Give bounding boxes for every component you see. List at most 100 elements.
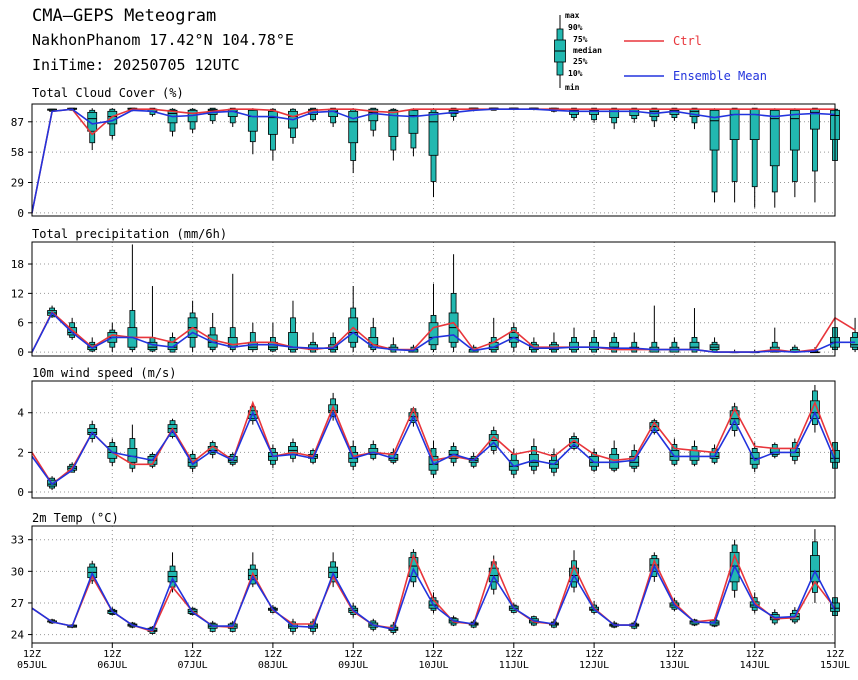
y-tick-label: 0 <box>17 207 24 220</box>
box-inner <box>348 317 359 343</box>
box-plot <box>227 273 238 353</box>
box-plot <box>147 286 158 353</box>
box-inner <box>167 341 178 351</box>
box-plot <box>107 108 118 140</box>
box-plot <box>709 444 720 465</box>
x-tick-date: 07JUL <box>178 660 208 671</box>
x-tick-hour: 12Z <box>665 649 683 660</box>
box-inner <box>769 109 780 167</box>
box-plot <box>729 107 740 203</box>
box-plot <box>528 438 539 475</box>
box-inner <box>569 341 579 351</box>
box-plot <box>288 300 298 353</box>
station-location: NakhonPhanom 17.42°N 104.78°E <box>32 31 294 49</box>
y-tick-label: 30 <box>11 565 24 578</box>
x-tick-hour: 12Z <box>184 649 202 660</box>
box-plot <box>288 438 298 463</box>
y-tick-label: 0 <box>17 486 24 499</box>
box-plot <box>629 107 640 123</box>
ensemble-mean-line <box>31 564 836 632</box>
legend-box-label: max <box>565 11 580 20</box>
box-inner <box>589 341 599 351</box>
x-tick-hour: 12Z <box>23 649 41 660</box>
box-plot <box>769 327 780 353</box>
box-plot <box>709 108 720 203</box>
panel-temperature: 2m Temp (°C) 24 27 30 33 <box>11 511 840 644</box>
box-plot <box>408 108 419 157</box>
legend-box-label: 75% <box>573 35 588 44</box>
y-tick-label: 6 <box>17 317 24 330</box>
x-tick-date: 10JUL <box>418 660 448 671</box>
box-plot <box>569 107 579 121</box>
x-tick-date: 09JUL <box>338 660 368 671</box>
box-plot <box>569 327 579 353</box>
box-inner <box>288 332 298 351</box>
panel-title-wind-speed: 10m wind speed (m/s) <box>32 366 177 380</box>
box-inner <box>267 110 278 135</box>
x-tick-date: 15JUL <box>820 660 850 671</box>
box-plot <box>769 108 780 208</box>
legend-box-label: 25% <box>573 57 588 66</box>
box-plot <box>689 107 700 130</box>
box-plot <box>187 300 198 353</box>
y-tick-label: 2 <box>17 446 24 459</box>
box-inner <box>247 109 258 132</box>
box-plot <box>187 108 198 134</box>
box-plot <box>810 529 820 603</box>
legend-box-label: min <box>565 82 580 92</box>
box-plot <box>127 424 138 473</box>
panel-title-precipitation: Total precipitation (mm/6h) <box>32 227 227 241</box>
box-plot <box>549 332 559 353</box>
box-inner <box>729 410 740 426</box>
box-plot <box>609 440 620 473</box>
box-plot <box>348 286 359 353</box>
box-plot <box>689 308 700 353</box>
box-plot <box>709 337 720 353</box>
y-tick-label: 33 <box>11 534 24 547</box>
box-inner <box>368 448 379 455</box>
x-tick-date: 14JUL <box>740 660 770 671</box>
legend-ctrl-label: Ctrl <box>673 34 702 48</box>
box-plot <box>609 332 620 353</box>
panels: Total Cloud Cover (%) 0 29 58 87 Total precip… <box>11 86 858 644</box>
box-inner <box>709 109 720 151</box>
box-plot <box>328 332 339 353</box>
legend-mean-label: Ensemble Mean <box>673 69 767 83</box>
box-inner <box>87 111 98 132</box>
x-tick-date: 08JUL <box>258 660 288 671</box>
box-plot <box>589 107 599 123</box>
box-plot <box>789 108 800 198</box>
init-time: IniTime: 20250705 12UTC <box>32 56 240 74</box>
panel-precipitation: Total precipitation (mm/6h) 0 6 12 18 <box>11 227 858 359</box>
box-inner <box>789 109 800 151</box>
chart-title: CMA—GEPS Meteogram <box>32 6 217 26</box>
x-axis: 12Z05JUL12Z06JUL12Z07JUL12Z08JUL12Z09JUL… <box>17 643 850 671</box>
panel-frame <box>31 103 836 217</box>
ctrl-line <box>31 553 836 633</box>
panel-frame <box>31 380 836 499</box>
y-tick-label: 12 <box>11 287 24 300</box>
y-tick-label: 27 <box>11 597 24 610</box>
panel-title-temperature: 2m Temp (°C) <box>32 511 119 525</box>
box-plot <box>87 108 98 151</box>
box-plot <box>769 442 780 459</box>
box-plot <box>207 312 218 353</box>
y-tick-label: 24 <box>11 629 25 642</box>
box-plot <box>167 552 178 593</box>
panel-frame <box>31 241 836 357</box>
ctrl-line <box>31 108 835 214</box>
box-inner <box>609 108 620 119</box>
y-tick-label: 58 <box>11 146 24 159</box>
box-plot <box>589 330 599 353</box>
box-plot <box>127 244 138 353</box>
y-tick-label: 4 <box>17 407 24 420</box>
box-plot <box>850 317 858 353</box>
box-plot <box>749 107 760 208</box>
box-outer <box>751 107 758 188</box>
box-inner <box>428 322 439 346</box>
box-inner <box>348 110 359 144</box>
legend-box-label: median <box>573 45 602 55</box>
ensemble-mean-line <box>31 311 856 353</box>
ensemble-mean-line <box>31 410 836 486</box>
x-tick-hour: 12Z <box>424 649 442 660</box>
